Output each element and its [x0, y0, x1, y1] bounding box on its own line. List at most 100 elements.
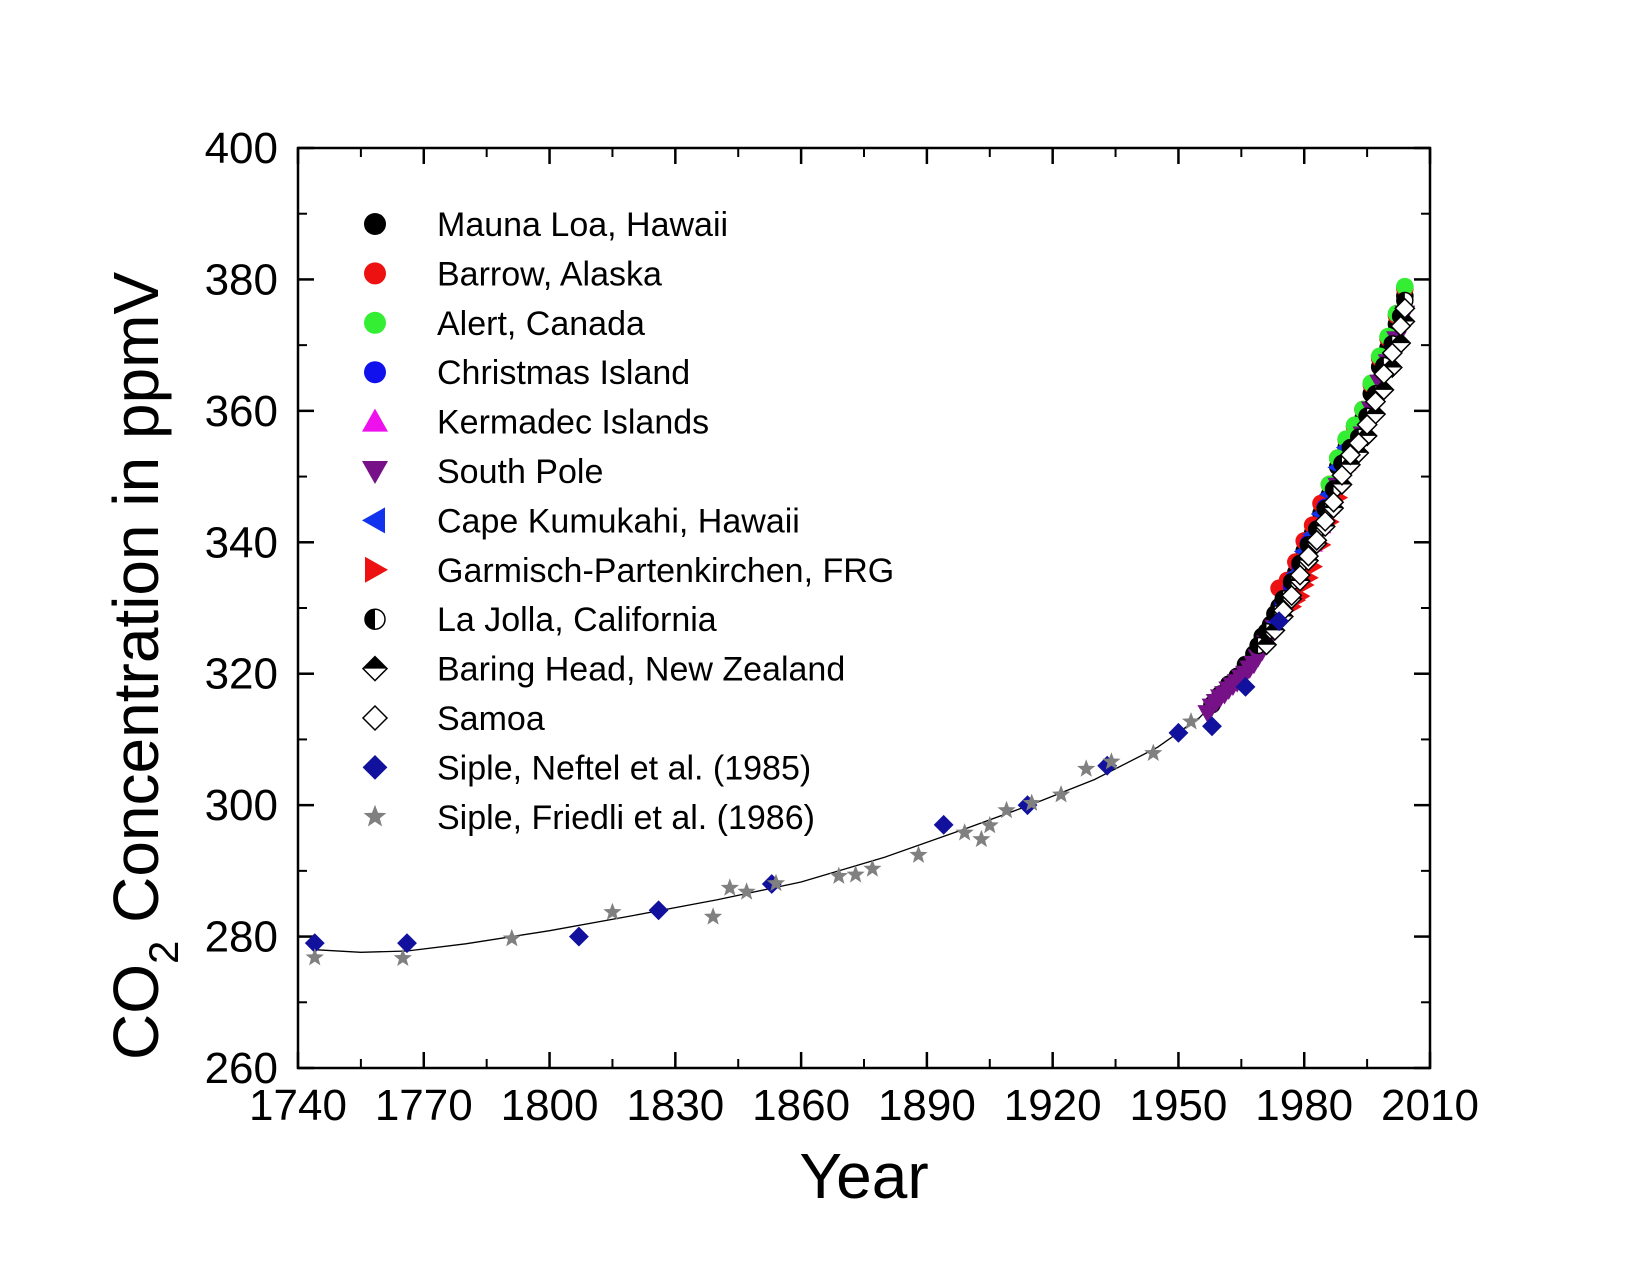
legend-item: Barrow, Alaska	[364, 255, 662, 293]
legend-symbol	[361, 704, 389, 732]
data-point	[703, 907, 723, 925]
legend-symbol	[364, 608, 386, 630]
data-point	[972, 829, 991, 848]
legend-item: Siple, Neftel et al. (1985)	[362, 749, 811, 787]
legend-item: La Jolla, California	[364, 601, 717, 639]
legend-item: Christmas Island	[364, 354, 690, 392]
x-tick-label: 1920	[1004, 1081, 1102, 1130]
legend-item: Mauna Loa, Hawaii	[364, 206, 728, 244]
data-point	[648, 900, 669, 921]
data-point	[502, 928, 521, 947]
data-point	[1181, 712, 1201, 730]
marker-shape	[846, 865, 865, 883]
data-point	[997, 800, 1016, 819]
x-tick-label: 1890	[878, 1081, 976, 1130]
legend-label: Siple, Friedli et al. (1986)	[437, 799, 815, 837]
data-point	[1051, 785, 1071, 803]
marker-shape	[502, 928, 521, 947]
y-tick-label: 260	[205, 1044, 278, 1093]
y-tick-label: 340	[205, 518, 278, 567]
legend-label: Samoa	[437, 700, 545, 738]
marker-shape	[1077, 759, 1096, 777]
axis-ticks: 1740 1770 1800 1830 1860 1890 1920 1950 1980 2010…	[205, 124, 1479, 1130]
legend-label: South Pole	[437, 453, 603, 491]
data-point	[603, 902, 622, 920]
marker-shape	[362, 507, 385, 534]
y-tick-label: 380	[205, 255, 278, 304]
marker-fill	[1250, 637, 1259, 654]
marker-shape	[1348, 432, 1370, 454]
data-point	[304, 933, 325, 954]
data-point	[397, 933, 417, 954]
x-tick-label: 2010	[1381, 1081, 1479, 1130]
marker-shape	[1289, 564, 1311, 586]
marker-shape	[363, 804, 387, 827]
marker-shape	[362, 461, 388, 484]
marker-fill	[1283, 573, 1292, 590]
marker-fill	[363, 656, 387, 669]
data-point	[1168, 722, 1189, 743]
data-point	[1348, 432, 1370, 454]
data-point	[1322, 491, 1345, 513]
marker-shape	[980, 815, 999, 834]
data-point	[568, 926, 589, 947]
y-axis-title-rest: Concentration in ppmV	[100, 272, 172, 941]
marker-shape	[829, 866, 848, 884]
marker-shape	[766, 873, 786, 892]
marker-shape	[397, 933, 417, 954]
marker-shape	[362, 408, 388, 432]
data-point	[1394, 297, 1416, 320]
legend-label: Cape Kumukahi, Hawaii	[437, 502, 800, 540]
marker-shape	[703, 907, 723, 925]
marker-shape	[1364, 390, 1387, 413]
legend-symbol	[362, 755, 388, 780]
marker-shape	[1280, 584, 1303, 607]
legend: Mauna Loa, Hawaii Barrow, Alaska Alert, Ca…	[361, 206, 894, 837]
data-point	[1314, 510, 1336, 532]
marker-shape	[304, 933, 325, 954]
marker-shape	[361, 704, 389, 732]
marker-shape	[1396, 277, 1414, 296]
data-point	[846, 865, 865, 883]
x-tick-label: 1830	[626, 1081, 724, 1130]
y-tick-label: 360	[205, 387, 278, 436]
marker-shape	[1314, 510, 1336, 532]
marker-shape	[1017, 795, 1038, 816]
y-tick-label: 400	[205, 124, 278, 173]
marker-shape	[972, 829, 991, 848]
legend-item: Siple, Friedli et al. (1986)	[363, 799, 815, 837]
data-point	[1396, 277, 1414, 296]
legend-symbol	[362, 461, 388, 484]
series-siple-friedli-et-al-1986	[305, 712, 1201, 966]
data-point	[1102, 752, 1121, 770]
y-axis-title-subscript: 2	[140, 941, 187, 964]
data-point	[737, 882, 756, 900]
legend-symbol	[364, 213, 386, 235]
data-point	[1280, 584, 1303, 607]
marker-shape	[365, 556, 388, 583]
marker-shape	[364, 213, 386, 235]
marker-shape	[568, 926, 589, 947]
x-tick-label: 1980	[1255, 1081, 1353, 1130]
data-point	[1017, 795, 1038, 816]
x-tick-label: 1800	[501, 1081, 599, 1130]
legend-label: Baring Head, New Zealand	[437, 651, 845, 689]
legend-symbol	[362, 408, 388, 432]
data-point	[980, 815, 999, 834]
data-point	[909, 845, 928, 863]
legend-label: Garmisch-Partenkirchen, FRG	[437, 552, 894, 590]
marker-shape	[1022, 793, 1041, 811]
data-point	[1306, 529, 1328, 551]
legend-label: Siple, Neftel et al. (1985)	[437, 749, 811, 787]
data-points	[304, 277, 1416, 966]
legend-label: Barrow, Alaska	[437, 255, 662, 293]
marker-fill	[1391, 333, 1411, 344]
legend-symbol	[364, 262, 386, 285]
marker-shape	[1394, 297, 1416, 320]
data-point	[1381, 342, 1403, 364]
marker-shape	[737, 882, 756, 900]
data-point	[1269, 611, 1289, 632]
y-tick-label: 320	[205, 650, 278, 699]
data-point	[829, 866, 848, 884]
